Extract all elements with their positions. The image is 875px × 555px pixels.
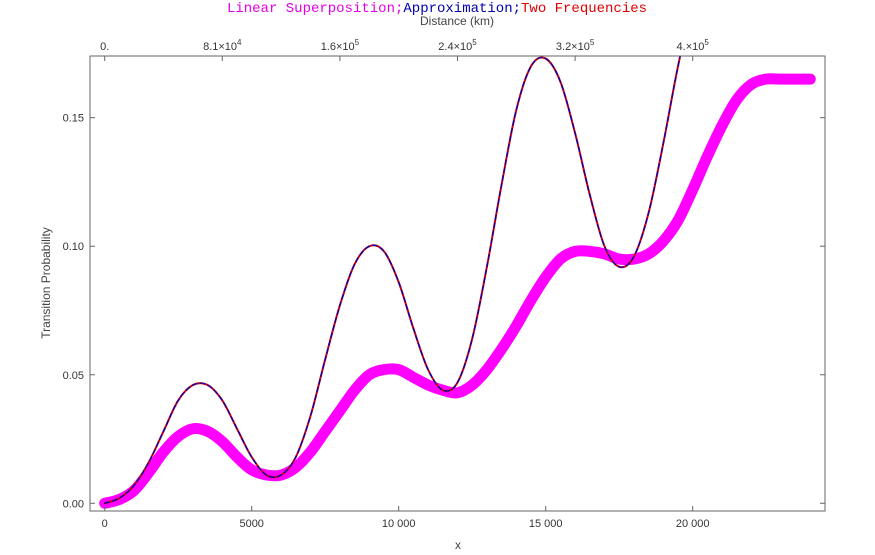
y-tick-label: 0.05 [63, 370, 84, 382]
x2-tick-label: 3.2×105 [556, 38, 595, 53]
title-part-2: Two Frequencies [521, 1, 647, 17]
y-tick-label: 0.00 [63, 498, 84, 510]
x-tick-label: 10 000 [382, 518, 416, 530]
y-tick-label: 0.10 [63, 241, 84, 253]
x-tick-label: 5000 [239, 518, 263, 530]
axis-ticks: 0 5000 10 000 15 000 20 000 0.00 0.05 0.10 0.15 0… [63, 38, 825, 530]
y-axis-label: Transition Probability [39, 227, 53, 339]
x-tick-label: 20 000 [676, 518, 710, 530]
x2-tick-label: 2.4×105 [438, 38, 477, 53]
x-tick-label: 0 [102, 518, 108, 530]
x2-tick-label: 1.6×105 [321, 38, 360, 53]
x2-tick-label: 0. [100, 41, 109, 53]
x-tick-label: 15 000 [529, 518, 563, 530]
x-axis-label: x [455, 538, 461, 552]
title-part-0: Linear Superposition; [227, 1, 403, 17]
series-line-approximation [104, 56, 681, 504]
title-part-1: Approximation; [403, 1, 521, 17]
x2-tick-label: 4.×105 [677, 38, 710, 53]
chart-title: Linear Superposition;Approximation;Two F… [227, 1, 647, 17]
x2-tick-label: 8.1×104 [203, 38, 242, 53]
x2-axis-label: Distance (km) [420, 14, 494, 28]
y-tick-label: 0.15 [63, 113, 84, 125]
series-line-linear-superposition [99, 73, 816, 509]
plot-frame [89, 55, 826, 512]
